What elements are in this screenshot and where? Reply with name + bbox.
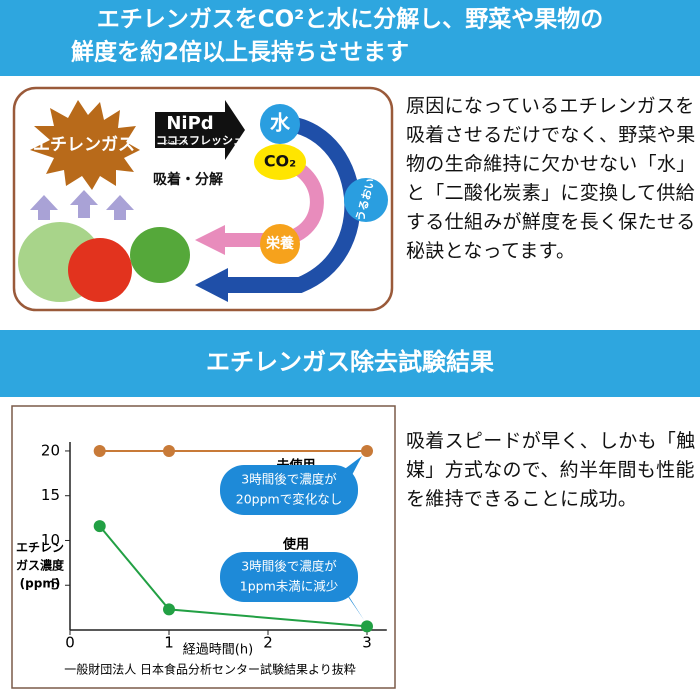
data-point bbox=[163, 444, 175, 457]
data-point bbox=[93, 444, 106, 457]
nutrition-label: 栄養 bbox=[265, 235, 294, 252]
water-arrowhead bbox=[195, 268, 228, 302]
result-text: 吸着スピードが早く、しかも「触媒」方式なので、約半年間も性能を維持できることに成… bbox=[406, 430, 696, 510]
x-tick-label: 3 bbox=[362, 634, 372, 652]
data-point bbox=[361, 620, 373, 633]
description: 原因になっているエチレンガスを吸着させるだけでなく、野菜や果物の生命維持に欠かせ… bbox=[406, 95, 696, 262]
y-axis-label: ガス濃度 bbox=[16, 558, 65, 573]
x-tick-label: 1 bbox=[164, 634, 174, 652]
legend-label: 使用 bbox=[282, 537, 309, 553]
callout bbox=[220, 465, 358, 515]
x-tick-label: 2 bbox=[263, 634, 273, 652]
y-tick-label: 10 bbox=[41, 531, 60, 549]
callout-text: 1ppm未満に減少 bbox=[240, 579, 339, 594]
banner bbox=[0, 0, 700, 76]
callout-text: 20ppmで変化なし bbox=[236, 492, 342, 507]
water-badge bbox=[260, 104, 300, 144]
tomato bbox=[68, 238, 132, 302]
up-arrows bbox=[30, 190, 134, 220]
header-line: 鮮度を約2倍以上長持ちさせます bbox=[71, 39, 409, 66]
data-point bbox=[163, 603, 175, 616]
catalyst-label: NiPd bbox=[166, 113, 213, 134]
callout-text: 3時間後で濃度が bbox=[241, 559, 337, 574]
y-tick-label: 20 bbox=[41, 441, 60, 459]
header-line: エチレンガスをCO²と水に分解し、野菜や果物の bbox=[97, 6, 604, 33]
moisture-badge bbox=[344, 178, 388, 222]
x-tick-label: 0 bbox=[65, 634, 75, 652]
y-tick-label: 15 bbox=[41, 486, 60, 504]
chart-frame bbox=[11, 405, 396, 689]
action-label: 吸着・分解 bbox=[153, 171, 223, 188]
y-axis-label: (ppm) bbox=[20, 577, 61, 591]
callout bbox=[220, 552, 358, 602]
water-label: 水 bbox=[270, 111, 291, 135]
y-axis-label: エチレン bbox=[16, 541, 64, 555]
brand-label: ココスフレッシュ bbox=[156, 134, 244, 147]
section-title: エチレンガス除去試験結果 bbox=[206, 348, 494, 376]
brand-sub: ジュニア bbox=[164, 140, 188, 147]
gas-label: エチレンガス bbox=[33, 135, 135, 155]
nutrition-badge bbox=[260, 224, 300, 264]
co2-label: CO₂ bbox=[264, 152, 296, 171]
data-point bbox=[93, 520, 106, 533]
source-note: 一般財団法人 日本食品分析センター試験結果より抜粋 bbox=[64, 662, 356, 677]
x-axis-label: 経過時間(h) bbox=[183, 643, 253, 658]
nutrition-arrowhead bbox=[195, 225, 225, 255]
catalyst-arrow bbox=[155, 100, 245, 160]
callout-text: 3時間後で濃度が bbox=[241, 472, 337, 487]
gas-burst bbox=[30, 100, 140, 190]
leaf bbox=[130, 227, 190, 283]
banner bbox=[0, 330, 700, 397]
data-point bbox=[361, 444, 373, 457]
co2-badge bbox=[254, 144, 306, 180]
y-tick-label: 5 bbox=[50, 576, 60, 594]
